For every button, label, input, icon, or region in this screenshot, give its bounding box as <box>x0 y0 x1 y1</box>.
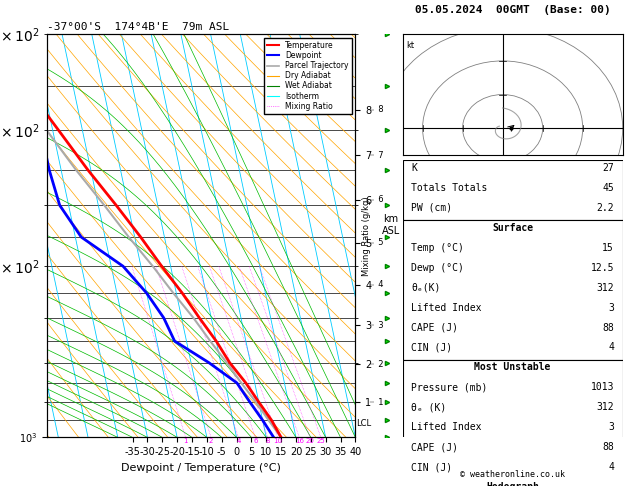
Bar <box>403 480 623 486</box>
Text: 4: 4 <box>608 343 614 352</box>
Text: Lifted Index: Lifted Index <box>411 422 482 433</box>
Text: 6: 6 <box>253 438 258 444</box>
Text: -37°00'S  174°4B'E  79m ASL: -37°00'S 174°4B'E 79m ASL <box>47 22 230 32</box>
Text: © weatheronline.co.uk: © weatheronline.co.uk <box>460 469 565 479</box>
Text: 88: 88 <box>602 323 614 332</box>
Text: Mixing Ratio (g/kg): Mixing Ratio (g/kg) <box>362 196 371 276</box>
Bar <box>403 220 623 360</box>
Text: Most Unstable: Most Unstable <box>474 363 551 372</box>
Text: 2.2: 2.2 <box>596 203 614 213</box>
Text: Hodograph: Hodograph <box>486 483 539 486</box>
Text: 1: 1 <box>374 398 384 407</box>
Text: 45: 45 <box>602 183 614 192</box>
Text: 7: 7 <box>374 151 384 160</box>
Text: θₑ (K): θₑ (K) <box>411 402 447 413</box>
Text: 25: 25 <box>316 438 325 444</box>
Text: Pressure (mb): Pressure (mb) <box>411 382 487 393</box>
Text: Temp (°C): Temp (°C) <box>411 243 464 253</box>
Text: 2: 2 <box>374 360 384 369</box>
Text: 2: 2 <box>209 438 213 444</box>
Text: 8: 8 <box>374 105 384 114</box>
Bar <box>403 360 623 480</box>
Text: 8: 8 <box>265 438 270 444</box>
Text: CIN (J): CIN (J) <box>411 343 452 352</box>
Text: 3: 3 <box>374 320 384 330</box>
Text: 27: 27 <box>602 163 614 173</box>
Text: K: K <box>411 163 417 173</box>
Legend: Temperature, Dewpoint, Parcel Trajectory, Dry Adiabat, Wet Adiabat, Isotherm, Mi: Temperature, Dewpoint, Parcel Trajectory… <box>264 38 352 114</box>
Text: 3: 3 <box>608 302 614 312</box>
Text: 4: 4 <box>374 280 384 289</box>
Text: LCL: LCL <box>356 419 371 428</box>
Text: 16: 16 <box>295 438 304 444</box>
Y-axis label: km
ASL: km ASL <box>382 214 400 236</box>
Text: Surface: Surface <box>492 223 533 233</box>
Text: 05.05.2024  00GMT  (Base: 00): 05.05.2024 00GMT (Base: 00) <box>415 4 611 15</box>
Text: Dewp (°C): Dewp (°C) <box>411 262 464 273</box>
Text: Lifted Index: Lifted Index <box>411 302 482 312</box>
Text: CAPE (J): CAPE (J) <box>411 442 459 452</box>
Text: 10: 10 <box>273 438 282 444</box>
Text: kt: kt <box>406 41 415 50</box>
Text: 20: 20 <box>306 438 314 444</box>
Text: 312: 312 <box>596 402 614 413</box>
Text: θₑ(K): θₑ(K) <box>411 282 441 293</box>
Text: 5: 5 <box>374 238 384 247</box>
Text: 1: 1 <box>184 438 188 444</box>
Text: 6: 6 <box>374 195 384 204</box>
Text: 12.5: 12.5 <box>591 262 614 273</box>
X-axis label: Dewpoint / Temperature (°C): Dewpoint / Temperature (°C) <box>121 463 281 473</box>
Text: PW (cm): PW (cm) <box>411 203 452 213</box>
Text: 88: 88 <box>602 442 614 452</box>
Text: Totals Totals: Totals Totals <box>411 183 487 192</box>
Text: CAPE (J): CAPE (J) <box>411 323 459 332</box>
Text: 312: 312 <box>596 282 614 293</box>
Bar <box>403 160 623 220</box>
Text: 3: 3 <box>608 422 614 433</box>
Text: 15: 15 <box>602 243 614 253</box>
Text: 1013: 1013 <box>591 382 614 393</box>
Text: 4: 4 <box>608 462 614 472</box>
Text: CIN (J): CIN (J) <box>411 462 452 472</box>
Text: 4: 4 <box>237 438 240 444</box>
